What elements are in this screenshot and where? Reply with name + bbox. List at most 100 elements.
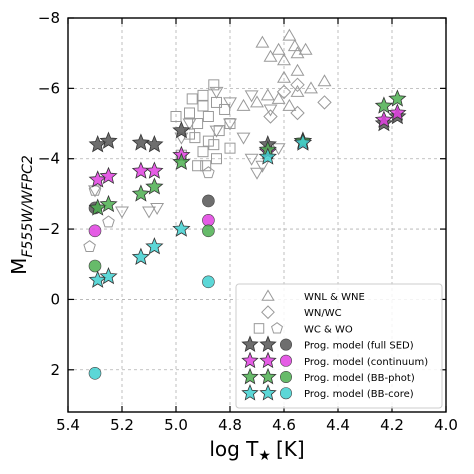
data-point-star: [88, 270, 107, 288]
y-tick-label: 0: [50, 290, 60, 308]
y-tick-label: −4: [38, 150, 60, 168]
data-point-square: [211, 153, 222, 165]
data-point-triangle-down: [150, 203, 165, 215]
data-point-triangle-up: [236, 98, 251, 111]
y-tick-label: −8: [38, 9, 60, 27]
data-point-square: [208, 79, 220, 91]
data-point-diamond: [290, 105, 305, 121]
data-point-circle: [202, 275, 215, 289]
x-tick-label: 5.4: [56, 416, 80, 434]
data-point-triangle-down: [142, 206, 156, 219]
data-point-star: [131, 184, 150, 202]
data-point-square: [211, 96, 222, 108]
data-point-square: [186, 93, 198, 105]
x-tick-label: 4.6: [272, 416, 296, 434]
data-point-diamond: [263, 109, 278, 124]
data-point-triangle-up: [298, 42, 313, 55]
data-point-triangle-down: [244, 90, 259, 103]
data-point-triangle-up: [277, 70, 291, 83]
x-tick-label: 4.0: [434, 416, 458, 434]
data-point-square: [192, 160, 204, 172]
data-point-square: [197, 146, 209, 158]
legend-marker-circle: [279, 338, 292, 351]
data-point-square: [200, 160, 212, 172]
data-point-circle: [88, 224, 102, 238]
legend-marker-star: [241, 351, 259, 369]
data-point-triangle-down: [209, 86, 224, 99]
data-point-triangle-up: [290, 63, 305, 76]
legend-label: Prog. model (continuum): [304, 357, 428, 368]
data-point-star: [172, 152, 191, 170]
legend-label: Prog. model (BB-phot): [304, 373, 415, 384]
data-point-triangle-up: [282, 98, 297, 111]
legend-marker-circle: [279, 354, 292, 367]
data-point-square: [224, 142, 236, 154]
data-point-star: [99, 131, 118, 149]
data-point-star: [131, 247, 150, 265]
data-point-triangle-down: [236, 132, 251, 145]
data-point-star: [145, 237, 164, 255]
legend-marker-pentagon: [271, 322, 283, 334]
x-tick-label: 5.0: [164, 416, 188, 434]
data-point-circle: [88, 367, 102, 380]
data-point-square: [197, 89, 209, 101]
legend-label: Prog. model (BB-core): [304, 389, 414, 400]
legend-marker-star: [259, 351, 277, 369]
data-point-triangle-down: [209, 125, 224, 138]
data-point-square: [184, 107, 195, 119]
data-point-square: [197, 100, 209, 112]
data-point-star: [131, 133, 150, 151]
data-point-triangle-down: [255, 160, 270, 173]
data-points: [83, 28, 407, 380]
data-point-star: [145, 135, 164, 153]
data-point-triangle-down: [250, 167, 264, 180]
legend-marker-star: [241, 384, 259, 401]
data-point-pentagon: [202, 166, 215, 179]
data-point-diamond: [290, 77, 305, 93]
data-point-triangle-down: [263, 104, 278, 117]
data-point-star: [99, 166, 118, 185]
data-point-star: [388, 103, 407, 121]
legend-marker-circle: [279, 370, 292, 383]
y-tick-label: 2: [50, 361, 60, 379]
x-tick-label: 4.4: [326, 416, 350, 434]
data-point-triangle-up: [290, 46, 305, 59]
data-point-star: [374, 110, 393, 128]
data-point-square: [224, 118, 236, 130]
legend-label: Prog. model (full SED): [304, 341, 414, 352]
data-point-triangle-up: [250, 95, 264, 108]
data-point-star: [172, 121, 191, 139]
data-point-triangle-up: [287, 39, 302, 52]
data-point-triangle-up: [304, 81, 318, 94]
x-axis-label: log T★ [K]: [209, 437, 304, 464]
data-point-diamond: [276, 84, 292, 100]
data-point-triangle-down: [115, 206, 129, 219]
data-point-square: [170, 111, 182, 122]
data-point-star: [145, 177, 164, 195]
data-point-triangle-up: [290, 84, 305, 97]
data-point-circle: [202, 194, 215, 208]
data-point-star: [131, 161, 150, 179]
data-point-diamond: [317, 95, 332, 110]
data-point-pentagon: [83, 240, 96, 252]
y-axis-label: MF555W/WFPC2: [7, 155, 36, 275]
data-point-star: [99, 267, 118, 285]
data-point-square: [219, 103, 231, 115]
data-point-star: [258, 147, 277, 165]
data-point-star: [388, 89, 407, 107]
data-point-pentagon: [102, 215, 115, 228]
data-point-square: [189, 132, 201, 144]
data-point-triangle-up: [255, 35, 270, 48]
data-point-star: [293, 133, 312, 151]
plot-frame: [67, 17, 447, 413]
data-point-circle: [202, 224, 215, 238]
data-point-triangle-up: [277, 53, 291, 66]
x-tick-label: 5.2: [110, 416, 134, 434]
y-tick-label: −6: [38, 79, 60, 97]
data-point-triangle-up: [260, 88, 275, 101]
legend-marker-diamond: [261, 305, 275, 320]
data-point-star: [374, 96, 394, 114]
legend-marker-star: [259, 384, 277, 401]
data-point-square: [213, 125, 225, 137]
